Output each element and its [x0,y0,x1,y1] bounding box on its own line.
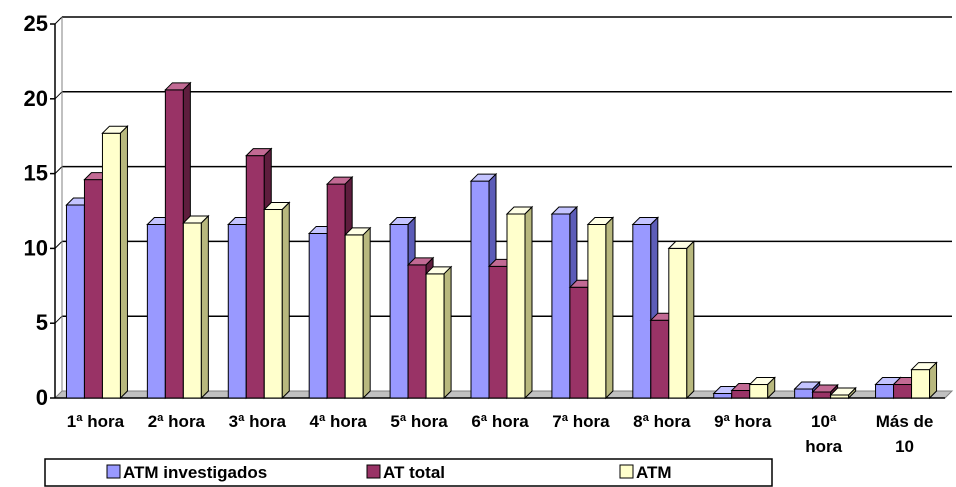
bar-front [65,204,85,399]
y-tick-label: 20 [24,86,48,111]
bar-side [362,226,371,400]
bar-side [605,216,614,400]
legend-swatch [366,464,381,479]
bar-front [83,179,103,399]
bar-side [119,125,128,400]
x-tick-label: 6ª hora [471,412,529,431]
gridline-side [54,91,63,100]
legend-box [44,458,773,487]
legend-label: ATM investigados [123,463,267,482]
bar-front [308,232,328,399]
bar-front [587,223,607,399]
bar [101,125,129,400]
bar-front [326,183,346,399]
bar-front [875,384,895,399]
legend-swatch [106,464,121,479]
bar-side [281,201,290,400]
bar-front [506,213,526,399]
bar-front [749,384,769,399]
bar-front [245,155,265,399]
y-tick-label: 5 [36,310,48,335]
x-tick-label: 9ª hora [714,412,772,431]
bar-front [668,247,688,399]
x-tick-label: 7ª hora [552,412,610,431]
bar-front [101,132,121,399]
bar-front [344,234,364,399]
x-tick-label: 10 [895,437,914,456]
bar-front [569,286,589,399]
x-tick-label: 5ª hora [390,412,448,431]
bar-front [893,384,913,399]
bar-side [200,214,209,400]
bar [667,240,696,400]
x-tick-label: 2ª hora [148,412,206,431]
bar-front [794,388,814,399]
bar-front [425,273,445,399]
bar-front [164,89,184,399]
bar-front [650,319,670,399]
bar [505,205,534,400]
bar-front [551,213,571,399]
bar [182,214,210,400]
bar-front [488,265,508,399]
bar [586,216,615,400]
bars [65,81,938,400]
gridline-side [54,241,63,249]
gridline-side [54,16,63,25]
bar-front [911,369,931,399]
bar-front [713,393,733,399]
bar [343,226,372,400]
bar-front [182,222,202,399]
bar [424,265,453,400]
bar [829,386,857,400]
bar-front [389,223,409,399]
bar [748,376,776,400]
x-tick-label: hora [805,437,842,456]
bar-side [929,361,938,400]
bar-front [146,223,166,399]
bar-side [767,376,776,400]
bar-front [407,264,427,399]
legend-swatch [619,464,634,479]
y-tick-label: 0 [36,385,48,410]
x-tick-label: 1ª hora [67,412,125,431]
x-tick-label: 8ª hora [633,412,691,431]
bar-side [686,240,695,400]
x-tick-label: 3ª hora [229,412,287,431]
bar-front [632,223,652,399]
bar-side [848,386,857,400]
legend: ATM investigados AT total ATM [44,458,773,487]
bar [910,361,938,400]
bar-side [524,205,533,400]
x-tick-label: 4ª hora [310,412,368,431]
bar-front [263,209,283,399]
legend-label: AT total [383,463,445,482]
y-tick-label: 25 [24,11,48,36]
bar-front [812,391,832,399]
x-tick-label: Más de [876,412,934,431]
legend-label: ATM [636,463,672,482]
bar-front [227,223,247,399]
bar-side [443,265,452,400]
bar-front [731,390,751,399]
gridline-side [54,315,63,324]
bar-front [470,180,490,399]
bar [263,201,291,400]
y-tick-label: 15 [24,161,48,186]
y-tick-label: 10 [24,235,48,260]
gridline-side [54,166,63,174]
x-tick-label: 10ª [811,412,837,431]
